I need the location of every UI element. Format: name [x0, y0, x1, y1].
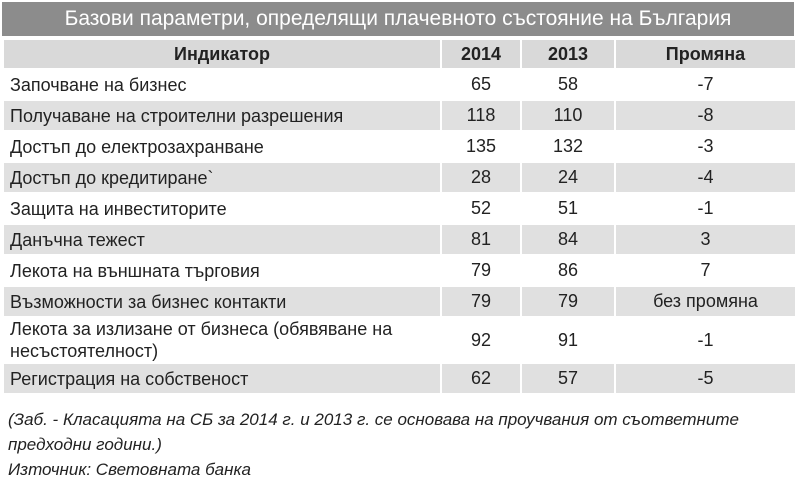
notes: (Заб. - Класацията на СБ за 2014 г. и 20… — [8, 407, 768, 482]
table-row: Възможности за бизнес контакти 79 79 без пр… — [2, 285, 795, 317]
indicator-cell: Възможности за бизнес контакти — [2, 285, 441, 317]
value-cell: 7 — [614, 254, 795, 286]
value-cell: -1 — [614, 192, 795, 224]
table-row: Регистрация на собственост 62 57 -5 — [2, 362, 795, 393]
value-cell: 57 — [520, 362, 615, 393]
indicator-cell: Лекота за излизане от бизнеса (обявяване… — [2, 316, 441, 363]
value-cell: 79 — [440, 285, 521, 317]
indicator-cell: Достъп до кредитиране` — [2, 161, 441, 193]
value-cell: 79 — [520, 285, 615, 317]
value-cell: 52 — [440, 192, 521, 224]
value-cell: 84 — [520, 223, 615, 255]
value-cell: 135 — [440, 130, 521, 162]
header-cell: Промяна — [614, 38, 795, 69]
value-cell: -5 — [614, 362, 795, 393]
table-title: Базови параметри, определящи плачевното … — [2, 2, 794, 36]
table-row: Данъчна тежест 81 84 3 — [2, 223, 795, 255]
value-cell: 51 — [520, 192, 615, 224]
value-cell: 3 — [614, 223, 795, 255]
table-row: Защита на инвеститорите 52 51 -1 — [2, 192, 795, 224]
indicator-cell: Достъп до електрозахранване — [2, 130, 441, 162]
source: Източник: Световната банка — [8, 460, 251, 479]
value-cell: 118 — [440, 99, 521, 131]
table-body: Започване на бизнес 65 58 -7 Получаване на с… — [2, 68, 795, 393]
indicator-cell: Регистрация на собственост — [2, 362, 441, 393]
header-cell: 2014 — [440, 38, 521, 69]
table-row: Лекота на външната търговия 79 86 7 — [2, 254, 795, 286]
value-cell: 86 — [520, 254, 615, 286]
value-cell: -4 — [614, 161, 795, 193]
value-cell: 62 — [440, 362, 521, 393]
value-cell: 65 — [440, 68, 521, 100]
value-cell: -7 — [614, 68, 795, 100]
value-cell: 58 — [520, 68, 615, 100]
value-cell: без промяна — [614, 285, 795, 317]
table-row: Лекота за излизане от бизнеса (обявяване… — [2, 316, 795, 363]
value-cell: 81 — [440, 223, 521, 255]
table-row: Започване на бизнес 65 58 -7 — [2, 68, 795, 100]
table-row: Достъп до кредитиране` 28 24 -4 — [2, 161, 795, 193]
header-cell: Индикатор — [2, 38, 441, 69]
value-cell: -3 — [614, 130, 795, 162]
value-cell: 24 — [520, 161, 615, 193]
indicator-cell: Получаване на строителни разрешения — [2, 99, 441, 131]
indicator-cell: Защита на инвеститорите — [2, 192, 441, 224]
table-row: Получаване на строителни разрешения 118 11… — [2, 99, 795, 131]
value-cell: 91 — [520, 316, 615, 363]
value-cell: 132 — [520, 130, 615, 162]
header-row: Индикатор 2014 2013 Промяна — [2, 38, 795, 69]
value-cell: 110 — [520, 99, 615, 131]
indicator-cell: Лекота на външната търговия — [2, 254, 441, 286]
remark: (Заб. - Класацията на СБ за 2014 г. и 20… — [8, 410, 739, 454]
indicator-cell: Данъчна тежест — [2, 223, 441, 255]
value-cell: -8 — [614, 99, 795, 131]
value-cell: 28 — [440, 161, 521, 193]
value-cell: 92 — [440, 316, 521, 363]
value-cell: -1 — [614, 316, 795, 363]
table-row: Достъп до електрозахранване 135 132 -3 — [2, 130, 795, 162]
indicator-cell: Започване на бизнес — [2, 68, 441, 100]
value-cell: 79 — [440, 254, 521, 286]
table: Индикатор 2014 2013 Промяна Започване на би… — [2, 38, 795, 393]
header-cell: 2013 — [520, 38, 615, 69]
